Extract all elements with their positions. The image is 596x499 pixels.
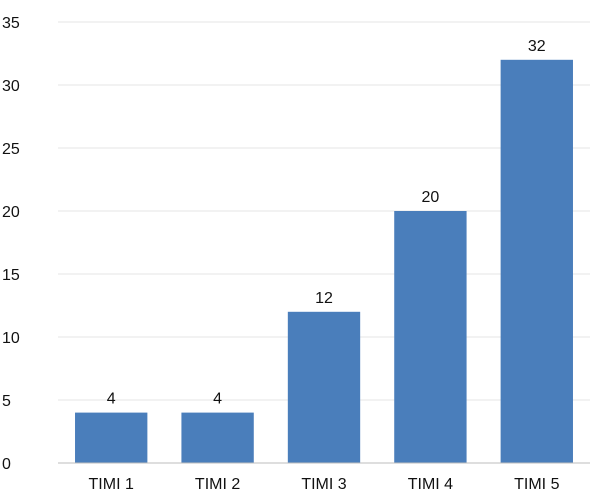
bar-timi-3 xyxy=(287,311,361,463)
y-tick-label: 35 xyxy=(2,15,20,32)
data-labels: 4 4 12 20 32 xyxy=(107,38,546,408)
y-axis-tick-labels: 0 5 10 15 20 25 30 35 xyxy=(2,15,20,473)
data-label: 32 xyxy=(528,38,546,55)
y-tick-label: 0 xyxy=(2,456,11,473)
data-label: 12 xyxy=(315,290,333,307)
data-label: 20 xyxy=(422,189,440,206)
y-tick-label: 25 xyxy=(2,141,20,158)
data-label: 4 xyxy=(213,391,222,408)
x-category-label: TIMI 4 xyxy=(408,476,453,493)
x-axis-category-labels: TIMI 1 TIMI 2 TIMI 3 TIMI 4 TIMI 5 xyxy=(89,476,560,493)
bar-timi-1 xyxy=(75,412,148,463)
bars xyxy=(75,59,573,464)
y-tick-label: 10 xyxy=(2,330,20,347)
gridlines xyxy=(58,21,590,401)
data-label: 4 xyxy=(107,391,116,408)
bar-timi-2 xyxy=(181,412,254,463)
y-tick-label: 5 xyxy=(2,393,11,410)
y-tick-label: 20 xyxy=(2,204,20,221)
y-tick-label: 15 xyxy=(2,267,20,284)
x-category-label: TIMI 2 xyxy=(195,476,240,493)
x-category-label: TIMI 1 xyxy=(89,476,134,493)
bar-timi-5 xyxy=(500,59,573,464)
y-tick-label: 30 xyxy=(2,78,20,95)
x-category-label: TIMI 5 xyxy=(514,476,559,493)
bar-timi-4 xyxy=(394,211,467,463)
x-category-label: TIMI 3 xyxy=(301,476,346,493)
